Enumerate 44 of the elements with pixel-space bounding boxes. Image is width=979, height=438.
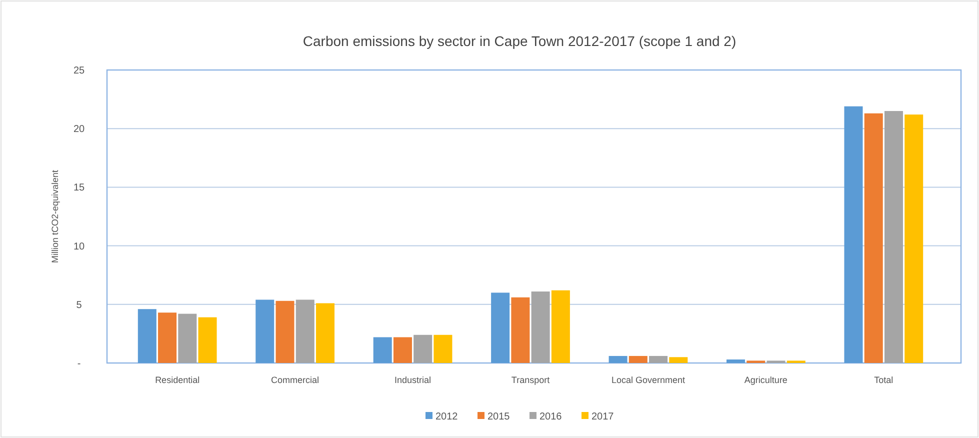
bar xyxy=(256,300,274,363)
bar xyxy=(198,317,217,363)
y-tick-label: 25 xyxy=(73,66,85,76)
x-tick-label: Residential xyxy=(155,375,200,385)
chart-title: Carbon emissions by sector in Cape Town 2012-2017 (scope 1 and 2) xyxy=(302,33,736,49)
y-tick-label: 5 xyxy=(76,300,82,311)
bar xyxy=(158,312,177,363)
bar xyxy=(649,356,668,363)
y-tick-label: 10 xyxy=(73,241,85,252)
bar xyxy=(178,314,197,363)
bar xyxy=(491,292,510,363)
bar xyxy=(608,356,628,363)
bar xyxy=(531,292,550,363)
bar xyxy=(434,334,452,363)
bar xyxy=(511,297,530,363)
bar xyxy=(551,290,570,363)
bar xyxy=(864,113,883,363)
bar xyxy=(138,309,156,363)
legend-label: 2012 xyxy=(436,412,458,422)
legend-label: 2017 xyxy=(592,412,614,422)
x-tick-label: Local Government xyxy=(611,375,686,385)
x-tick-label: Commercial xyxy=(271,375,320,385)
bar xyxy=(316,303,334,363)
bar xyxy=(844,106,863,363)
bar xyxy=(904,114,924,363)
x-tick-label: Industrial xyxy=(394,375,432,385)
bar xyxy=(414,334,432,363)
y-tick-label: - xyxy=(77,358,81,370)
bar xyxy=(296,300,314,363)
y-tick-label: 20 xyxy=(73,124,85,136)
x-tick-label: Total xyxy=(874,375,894,385)
bar xyxy=(669,357,688,363)
legend-label: 2016 xyxy=(540,412,562,422)
bar xyxy=(884,111,903,363)
bar xyxy=(726,359,746,363)
x-tick-label: Agriculture xyxy=(744,375,788,385)
bar xyxy=(393,337,412,363)
x-tick-label: Transport xyxy=(511,375,550,385)
bar xyxy=(373,337,392,363)
legend-label: 2015 xyxy=(488,412,510,422)
y-axis-title: Million tCO2-equivalent xyxy=(50,169,60,264)
bar xyxy=(628,356,648,363)
y-tick-label: 15 xyxy=(73,182,85,194)
bar xyxy=(276,300,294,363)
